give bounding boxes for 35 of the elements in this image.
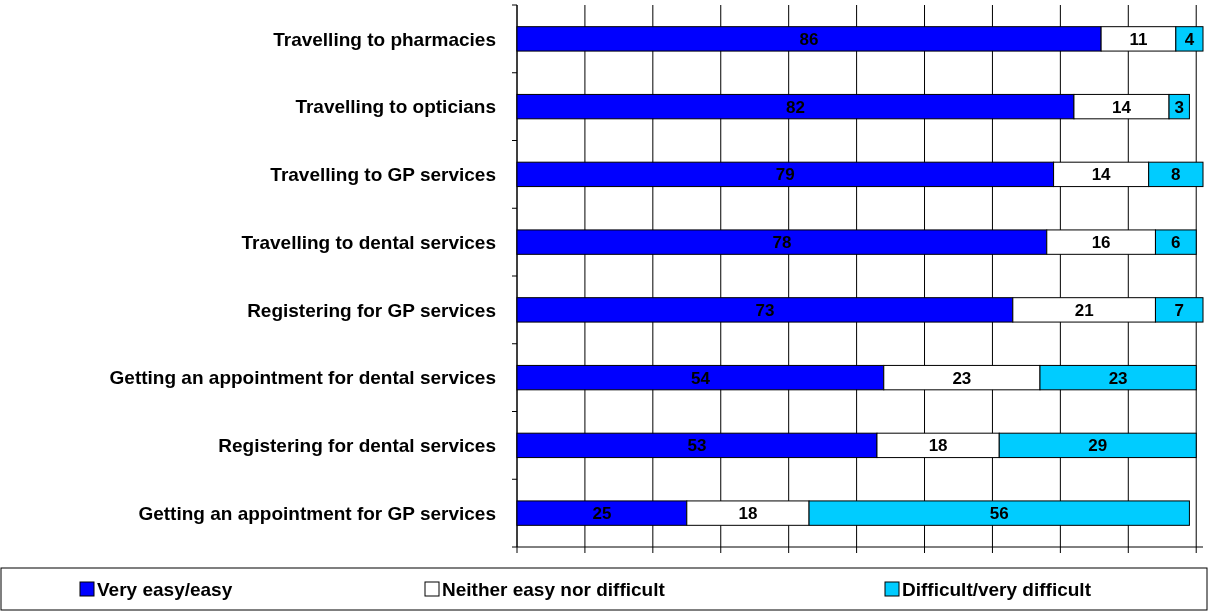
data-label: 6 bbox=[1171, 233, 1181, 253]
data-label: 8 bbox=[1171, 165, 1181, 185]
data-label: 29 bbox=[1088, 436, 1108, 456]
data-label: 78 bbox=[772, 233, 792, 253]
data-label: 14 bbox=[1091, 165, 1112, 185]
data-label: 11 bbox=[1129, 29, 1148, 49]
data-label: 23 bbox=[1108, 368, 1128, 388]
y-tick-label: Travelling to pharmacies bbox=[273, 28, 496, 50]
data-label: 7 bbox=[1174, 300, 1184, 320]
y-tick-label: Getting an appointment for GP services bbox=[138, 502, 496, 524]
data-label: 25 bbox=[592, 504, 612, 524]
data-label: 73 bbox=[755, 300, 775, 320]
y-tick-label: Getting an appointment for dental services bbox=[109, 367, 496, 389]
legend-label: Difficult/very difficult bbox=[902, 578, 1092, 600]
data-label: 53 bbox=[687, 436, 707, 456]
data-label: 82 bbox=[786, 97, 805, 117]
data-label: 79 bbox=[775, 165, 795, 185]
data-label: 86 bbox=[799, 29, 819, 49]
data-label: 56 bbox=[989, 504, 1009, 524]
data-label: 3 bbox=[1174, 97, 1184, 117]
y-tick-label: Travelling to dental services bbox=[241, 231, 496, 253]
y-tick-label: Registering for GP services bbox=[247, 299, 496, 321]
data-label: 23 bbox=[952, 368, 972, 388]
data-label: 54 bbox=[690, 368, 711, 388]
data-label: 16 bbox=[1091, 233, 1111, 253]
data-label: 14 bbox=[1112, 97, 1132, 117]
y-tick-label: Travelling to opticians bbox=[295, 96, 496, 118]
legend-label: Neither easy nor difficult bbox=[442, 578, 666, 600]
data-label: 18 bbox=[928, 436, 948, 456]
data-label: 4 bbox=[1184, 29, 1195, 49]
data-label: 21 bbox=[1074, 300, 1094, 320]
data-label: 18 bbox=[738, 504, 758, 524]
y-tick-label: Travelling to GP services bbox=[270, 164, 496, 186]
y-tick-label: Registering for dental services bbox=[218, 435, 496, 457]
legend-label: Very easy/easy bbox=[97, 578, 233, 600]
